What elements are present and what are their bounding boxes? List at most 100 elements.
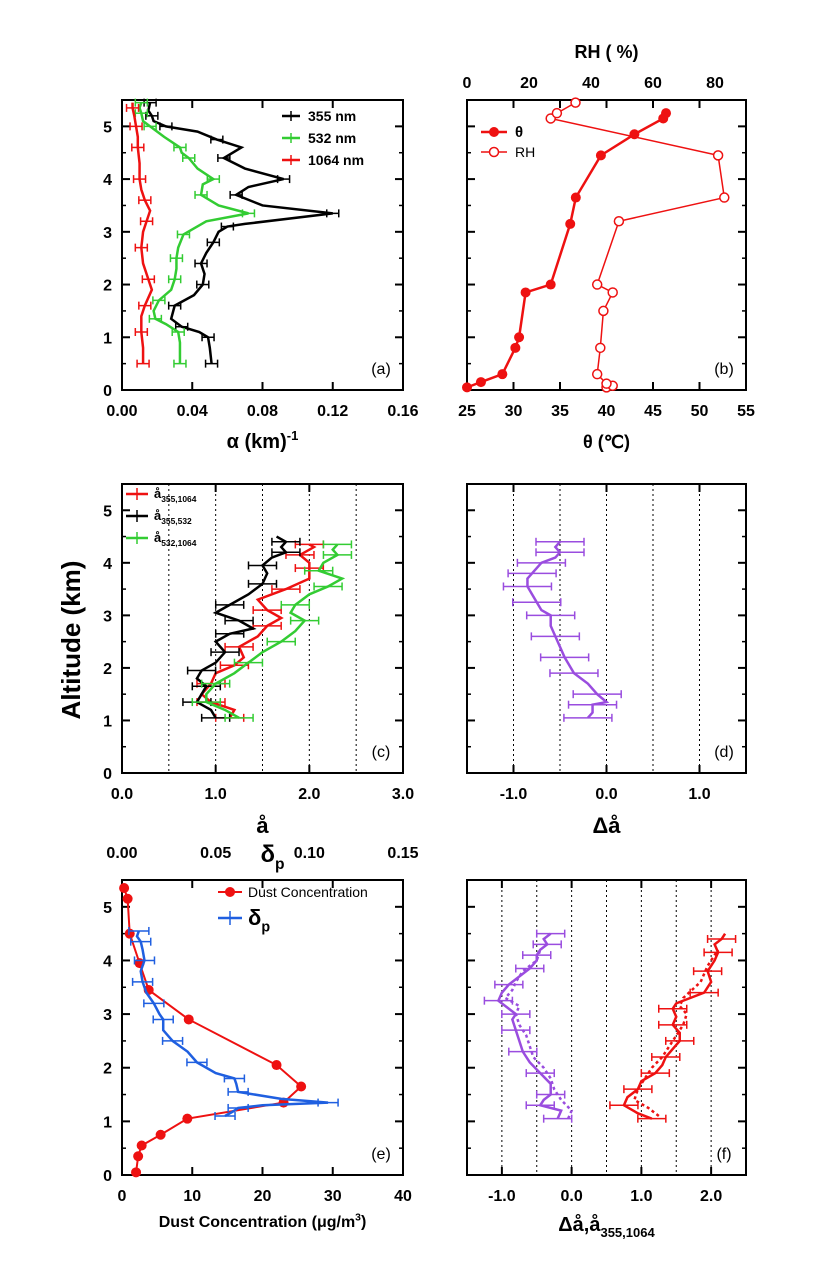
xtick-label-c: 0.0 (111, 786, 133, 803)
panel-f: -1.0 0.0 1.0 2.0 (f) Δå,å355,1064 (466, 879, 747, 1240)
legend-marker-b (488, 146, 500, 158)
top-tick-label-b: 60 (644, 75, 662, 92)
dust-marker (133, 1151, 144, 1162)
series-line-f (496, 932, 563, 1120)
rh-marker (591, 279, 603, 290)
ytick-label-e: 2 (103, 1061, 112, 1078)
series-line-f (503, 949, 574, 1120)
dust-marker (155, 1129, 166, 1140)
series-line-f (622, 932, 727, 1120)
legend-label-b: RH (515, 144, 535, 160)
xlabel-e: Dust Concentration (μg/m3) (159, 1213, 367, 1231)
top-tick-label-b: 80 (706, 75, 724, 92)
ytick-label-a: 2 (103, 278, 112, 295)
xtick-label-d: 1.0 (688, 786, 710, 803)
xtick-label-b: 55 (737, 403, 755, 420)
xtick-label-e: 20 (254, 1188, 272, 1205)
xtick-label-c: 2.0 (298, 786, 320, 803)
xtick-label-e: 40 (394, 1188, 412, 1205)
rh-marker (595, 342, 606, 354)
series-line-a (131, 102, 154, 364)
plot-frame-b (466, 99, 747, 391)
ytick-label-e: 1 (103, 1114, 112, 1131)
dust-marker (271, 1060, 282, 1071)
theta-marker (510, 342, 521, 353)
xtick-label-e: 30 (324, 1188, 342, 1205)
top-tick-label-b: 0 (463, 75, 472, 92)
dust-marker (122, 893, 133, 904)
legend-label-e: δp (248, 905, 270, 936)
top-axis-label-e: δp (260, 841, 284, 873)
ytick-label-c: 4 (103, 556, 112, 573)
rh-marker (719, 192, 730, 203)
plot-frame-a (121, 99, 404, 391)
ytick-label-e: 4 (103, 953, 112, 970)
xtick-label-f: -1.0 (488, 1188, 516, 1205)
xtick-label-c: 3.0 (392, 786, 414, 803)
xtick-label-b: 40 (598, 403, 616, 420)
theta-marker (520, 287, 531, 298)
ytick-label-a: 4 (103, 172, 112, 189)
xtick-label-c: 1.0 (205, 786, 227, 803)
legend-label-a: 532 nm (308, 130, 356, 146)
xtick-label-d: -1.0 (500, 786, 528, 803)
top-tick-label-e: 0.00 (106, 845, 137, 862)
top-tick-label-b: 20 (520, 75, 538, 92)
dust-marker (119, 883, 130, 894)
theta-marker (545, 279, 556, 290)
xlabel-b: θ (℃) (583, 432, 630, 452)
series-line-d (526, 540, 610, 719)
ytick-label-c: 3 (103, 608, 112, 625)
xtick-label-b: 30 (505, 403, 523, 420)
rh-marker (551, 107, 563, 119)
ytick-label-e: 3 (103, 1007, 112, 1024)
xtick-label-e: 10 (183, 1188, 201, 1205)
xtick-label-a: 0.12 (317, 403, 348, 420)
legend-marker-b (489, 127, 499, 137)
theta-marker (565, 218, 576, 229)
xtick-label-b: 25 (458, 403, 476, 420)
theta-marker (475, 377, 486, 388)
dust-marker (124, 928, 135, 939)
dust-marker (296, 1081, 307, 1092)
ytick-label-a: 5 (103, 119, 112, 136)
rh-marker (607, 287, 618, 298)
series-line-c (195, 535, 289, 719)
shared-ylabel: Altitude (km) (56, 561, 86, 720)
top-tick-label-e: 0.05 (200, 845, 231, 862)
theta-marker (514, 332, 525, 343)
ytick-label-e: 5 (103, 900, 112, 917)
theta-marker (462, 382, 472, 393)
theta-marker (661, 108, 672, 119)
panel-label-f: (f) (716, 1146, 731, 1163)
panel-label-c: (c) (372, 744, 391, 761)
panel-d: -1.0 0.0 1.0 (d) Δå (466, 483, 747, 838)
xtick-label-b: 50 (691, 403, 709, 420)
rh-marker (613, 216, 625, 227)
xtick-label-e: 0 (118, 1188, 127, 1205)
xlabel-d: Δå (592, 813, 621, 838)
xtick-label-a: 0.04 (177, 403, 208, 420)
legend-label-a: 1064 nm (308, 152, 364, 168)
top-tick-label-e: 0.10 (294, 845, 325, 862)
dust-marker (136, 1140, 147, 1151)
panel-label-e: (e) (371, 1146, 391, 1163)
series-line-dust (123, 887, 303, 1173)
series-line-f (632, 949, 720, 1117)
panel-e: 0 1 2 3 4 5 0 10 20 30 40 (e) 0.00 0.05 0.10 0.15 δp Dust… (103, 841, 419, 1231)
xlabel-f: Δå,å355,1064 (558, 1213, 655, 1240)
xtick-label-b: 35 (551, 403, 569, 420)
ytick-label-c: 2 (103, 661, 112, 678)
ytick-label-c: 0 (103, 766, 112, 783)
legend-label-c: å532,1064 (154, 530, 197, 548)
top-tick-label-b: 40 (582, 75, 600, 92)
xtick-label-b: 45 (644, 403, 662, 420)
ytick-label-a: 0 (103, 383, 112, 400)
xlabel-c: å (256, 813, 269, 838)
xtick-label-a: 0.16 (387, 403, 418, 420)
legend-marker-e (225, 887, 235, 897)
xtick-label-f: 1.0 (630, 1188, 652, 1205)
legend-label-c: å355,532 (154, 508, 192, 526)
xtick-label-f: 0.0 (561, 1188, 583, 1205)
xlabel-a: α (km)-1 (227, 428, 299, 453)
